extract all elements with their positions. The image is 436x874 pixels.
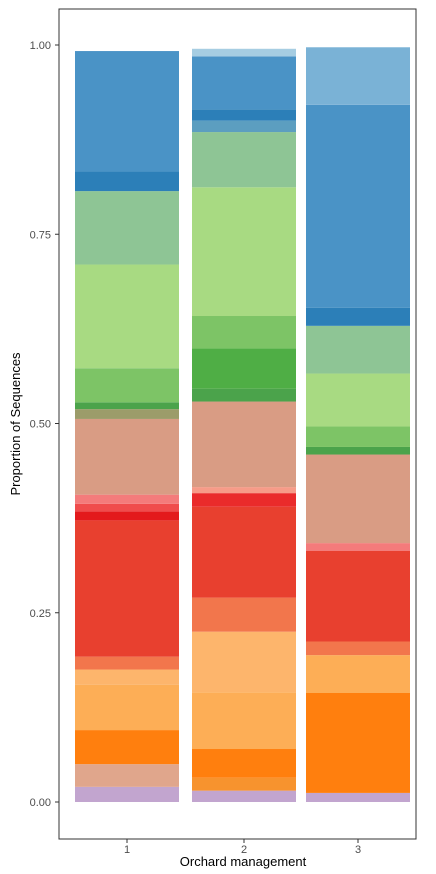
bar-segment-2-8 <box>192 506 296 598</box>
bar-segment-2-18 <box>192 316 296 349</box>
bar-segment-2-16 <box>192 388 296 402</box>
bar-segment-1-22 <box>75 171 179 192</box>
x-tick-label: 3 <box>355 844 361 856</box>
bar-segment-3-5 <box>306 655 410 693</box>
x-axis-title: Orchard management <box>180 854 307 869</box>
bar-segment-3-8 <box>306 550 410 642</box>
bar-segment-2-14 <box>192 401 296 488</box>
bar-segments <box>75 47 410 802</box>
bar-segment-1-12 <box>75 494 179 504</box>
bar-segment-3-24 <box>306 47 410 105</box>
x-tick-label: 2 <box>241 844 247 856</box>
bar-segment-2-10 <box>192 493 296 507</box>
y-axis-ticks: 0.00 0.25 0.50 0.75 1.00 <box>30 40 59 809</box>
bar-segment-2-22 <box>192 109 296 121</box>
bar-segment-2-17 <box>192 348 296 389</box>
bar-segment-3-23 <box>306 104 410 308</box>
bar-segment-3-7 <box>306 641 410 656</box>
y-tick-label: 0.25 <box>30 608 51 620</box>
bar-segment-3-19 <box>306 373 410 427</box>
bar-segment-2-25 <box>192 48 296 57</box>
bar-segment-3-14 <box>306 454 410 544</box>
bar-segment-2-7 <box>192 597 296 632</box>
bar-segment-2-4 <box>192 749 296 778</box>
bar-segment-2-20 <box>192 132 296 188</box>
bar-segment-1-15 <box>75 409 179 419</box>
bar-segment-1-7 <box>75 656 179 670</box>
bar-segment-1-4 <box>75 730 179 765</box>
bar-segment-1-23 <box>75 51 179 172</box>
bar-segment-3-22 <box>306 307 410 326</box>
bar-segment-3-1 <box>306 792 410 802</box>
bar-segment-1-5 <box>75 684 179 731</box>
bar-segment-1-1 <box>75 786 179 802</box>
bar-segment-3-18 <box>306 426 410 447</box>
bar-segment-1-18 <box>75 368 179 403</box>
bar-segment-1-14 <box>75 418 179 495</box>
bar-segment-1-11 <box>75 503 179 512</box>
bar-segment-2-13 <box>192 487 296 494</box>
y-tick-label: 0.50 <box>30 419 51 431</box>
bar-segment-1-8 <box>75 520 179 657</box>
bar-segment-1-9 <box>75 511 179 521</box>
bar-segment-1-2 <box>75 764 179 787</box>
bar-segment-3-12 <box>306 543 410 551</box>
bar-segment-1-6 <box>75 669 179 685</box>
bar-segment-2-1 <box>192 790 296 802</box>
y-axis-title: Proportion of Sequences <box>8 352 23 496</box>
bar-segment-2-21 <box>192 120 296 133</box>
bar-segment-1-19 <box>75 264 179 369</box>
y-tick-label: 0.75 <box>30 229 51 241</box>
bar-segment-2-5 <box>192 692 296 750</box>
x-tick-label: 1 <box>124 844 130 856</box>
bar-segment-3-4 <box>306 692 410 793</box>
y-tick-label: 0.00 <box>30 797 51 809</box>
bar-segment-1-16 <box>75 402 179 410</box>
bar-segment-2-19 <box>192 187 296 317</box>
bar-segment-2-3 <box>192 777 296 791</box>
bar-segment-2-6 <box>192 631 296 693</box>
y-tick-label: 1.00 <box>30 40 51 52</box>
bar-segment-3-16 <box>306 446 410 455</box>
bar-segment-2-23 <box>192 56 296 110</box>
bar-segment-3-20 <box>306 325 410 374</box>
bar-segment-1-20 <box>75 191 179 265</box>
x-axis-ticks: 1 2 3 <box>124 839 361 856</box>
